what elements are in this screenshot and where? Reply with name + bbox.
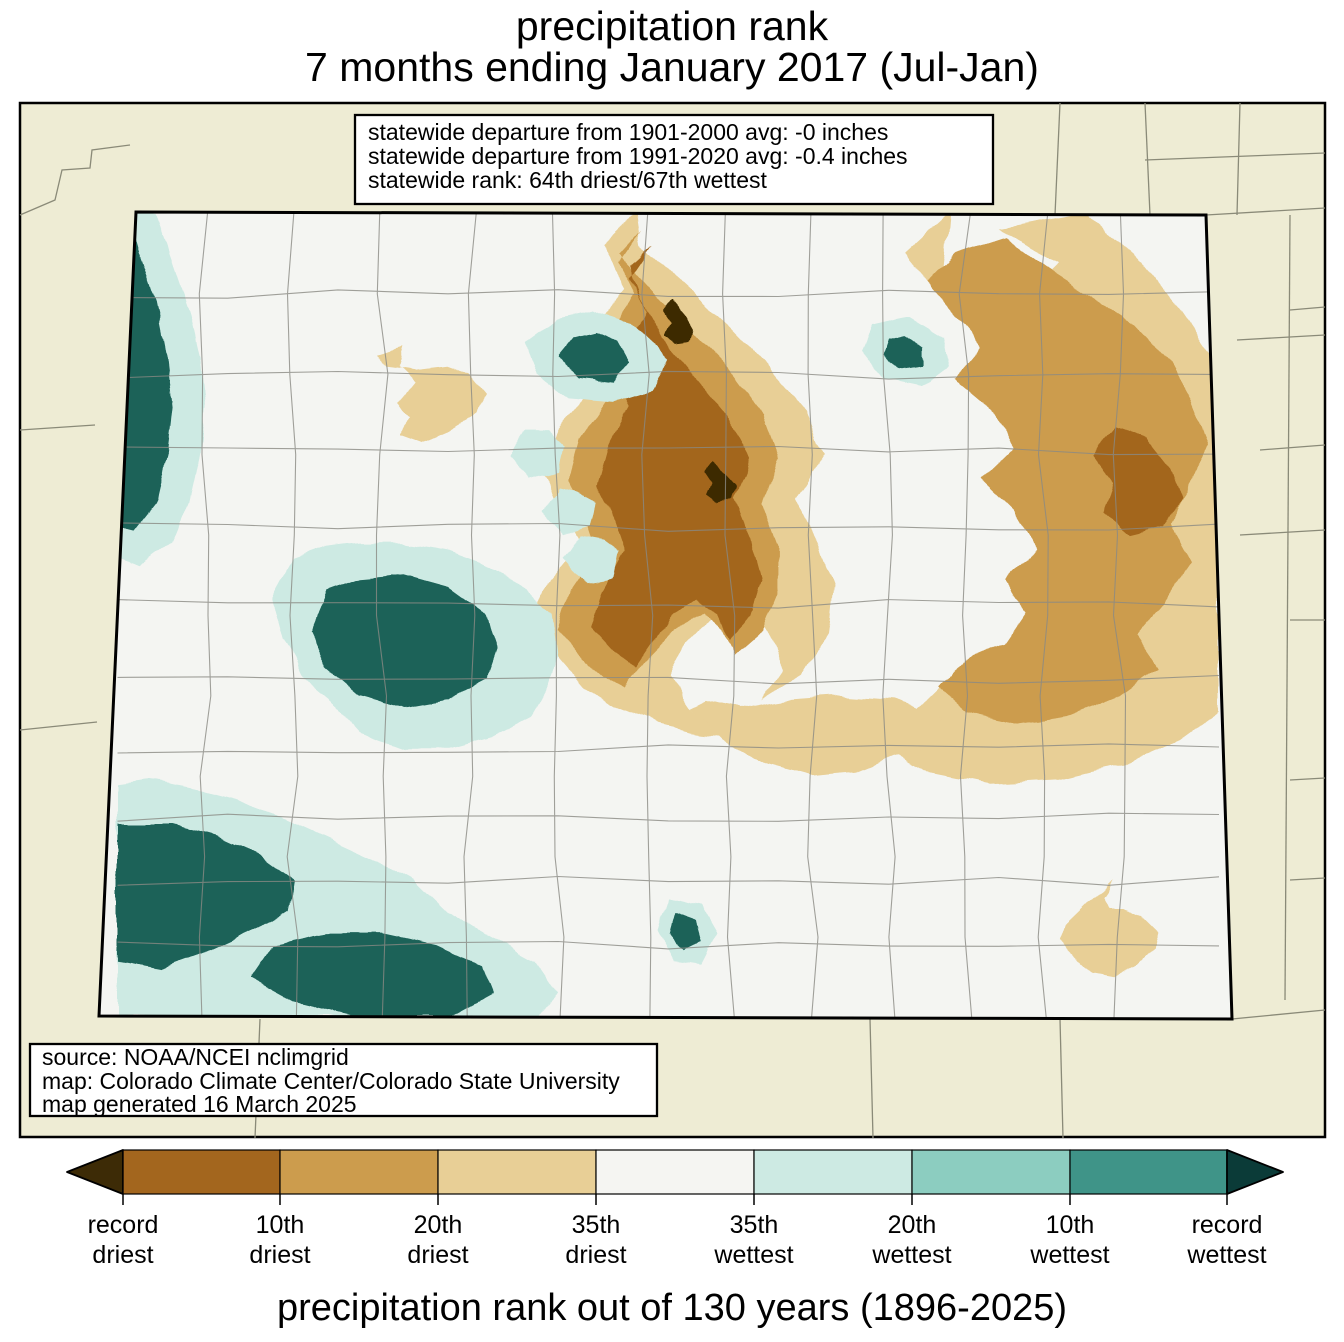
svg-text:source: NOAA/NCEI nclimgrid: source: NOAA/NCEI nclimgrid (42, 1044, 349, 1070)
svg-text:10th: 10th (1046, 1211, 1095, 1239)
svg-text:35th: 35th (730, 1211, 779, 1239)
svg-text:driest: driest (249, 1241, 310, 1269)
svg-text:statewide departure from 1991-: statewide departure from 1991-2020 avg: … (368, 143, 908, 169)
svg-text:statewide rank: 64th driest/67: statewide rank: 64th driest/67th wettest (368, 167, 767, 193)
svg-text:record: record (88, 1211, 159, 1239)
svg-text:10th: 10th (256, 1211, 305, 1239)
svg-text:wettest: wettest (1186, 1241, 1266, 1269)
svg-text:precipitation rank: precipitation rank (516, 3, 829, 49)
svg-text:wettest: wettest (713, 1241, 793, 1269)
svg-text:20th: 20th (888, 1211, 937, 1239)
svg-text:7 months ending January 2017 (: 7 months ending January 2017 (Jul-Jan) (305, 44, 1039, 90)
svg-text:driest: driest (407, 1241, 468, 1269)
svg-text:record: record (1192, 1211, 1263, 1239)
svg-text:map generated 16 March 2025: map generated 16 March 2025 (42, 1091, 357, 1117)
svg-text:20th: 20th (414, 1211, 463, 1239)
svg-text:35th: 35th (572, 1211, 621, 1239)
svg-text:driest: driest (92, 1241, 153, 1269)
svg-text:precipitation rank out of 130: precipitation rank out of 130 years (189… (277, 1287, 1067, 1329)
svg-text:driest: driest (565, 1241, 626, 1269)
svg-text:wettest: wettest (871, 1241, 951, 1269)
svg-text:statewide departure from 1901-: statewide departure from 1901-2000 avg: … (368, 119, 888, 145)
svg-text:wettest: wettest (1029, 1241, 1109, 1269)
